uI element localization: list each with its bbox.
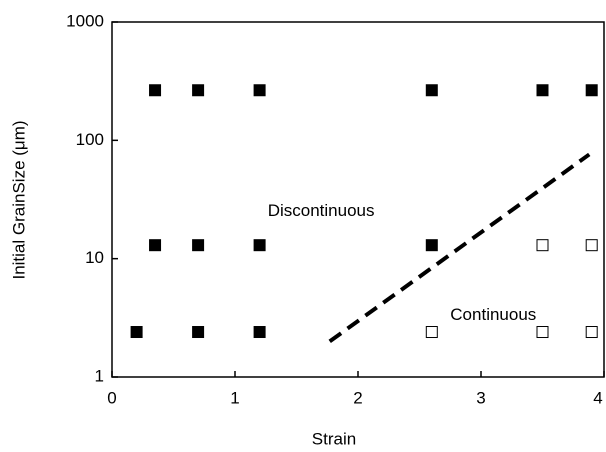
filled-point: [425, 84, 438, 97]
filled-point: [425, 239, 438, 252]
open-point: [585, 326, 598, 339]
open-point: [536, 326, 549, 339]
open-point: [585, 239, 598, 252]
x-axis-label: Strain: [312, 429, 356, 448]
filled-point: [192, 84, 205, 97]
x-tick-label: 4: [593, 388, 602, 407]
filled-point: [149, 84, 162, 97]
x-tick-label: 0: [107, 388, 116, 407]
annotation: Continuous: [450, 305, 536, 324]
filled-point: [253, 239, 266, 252]
filled-point: [253, 84, 266, 97]
filled-point: [536, 84, 549, 97]
filled-point: [585, 84, 598, 97]
x-tick-label: 2: [353, 388, 362, 407]
filled-point: [253, 326, 266, 339]
annotation: Discontinuous: [268, 201, 375, 220]
filled-point: [192, 326, 205, 339]
x-tick-label: 1: [230, 388, 239, 407]
filled-point: [192, 239, 205, 252]
y-axis-label: Initial GrainSize (μm): [9, 120, 28, 279]
open-point: [536, 239, 549, 252]
filled-point: [149, 239, 162, 252]
y-tick-label: 10: [85, 248, 104, 267]
y-tick-label: 1000: [66, 11, 104, 30]
boundary-line: [328, 152, 591, 344]
filled-point: [130, 326, 143, 339]
open-point: [425, 326, 438, 339]
x-tick-label: 3: [476, 388, 485, 407]
y-tick-label: 1: [95, 366, 104, 385]
y-tick-label: 100: [76, 130, 104, 149]
